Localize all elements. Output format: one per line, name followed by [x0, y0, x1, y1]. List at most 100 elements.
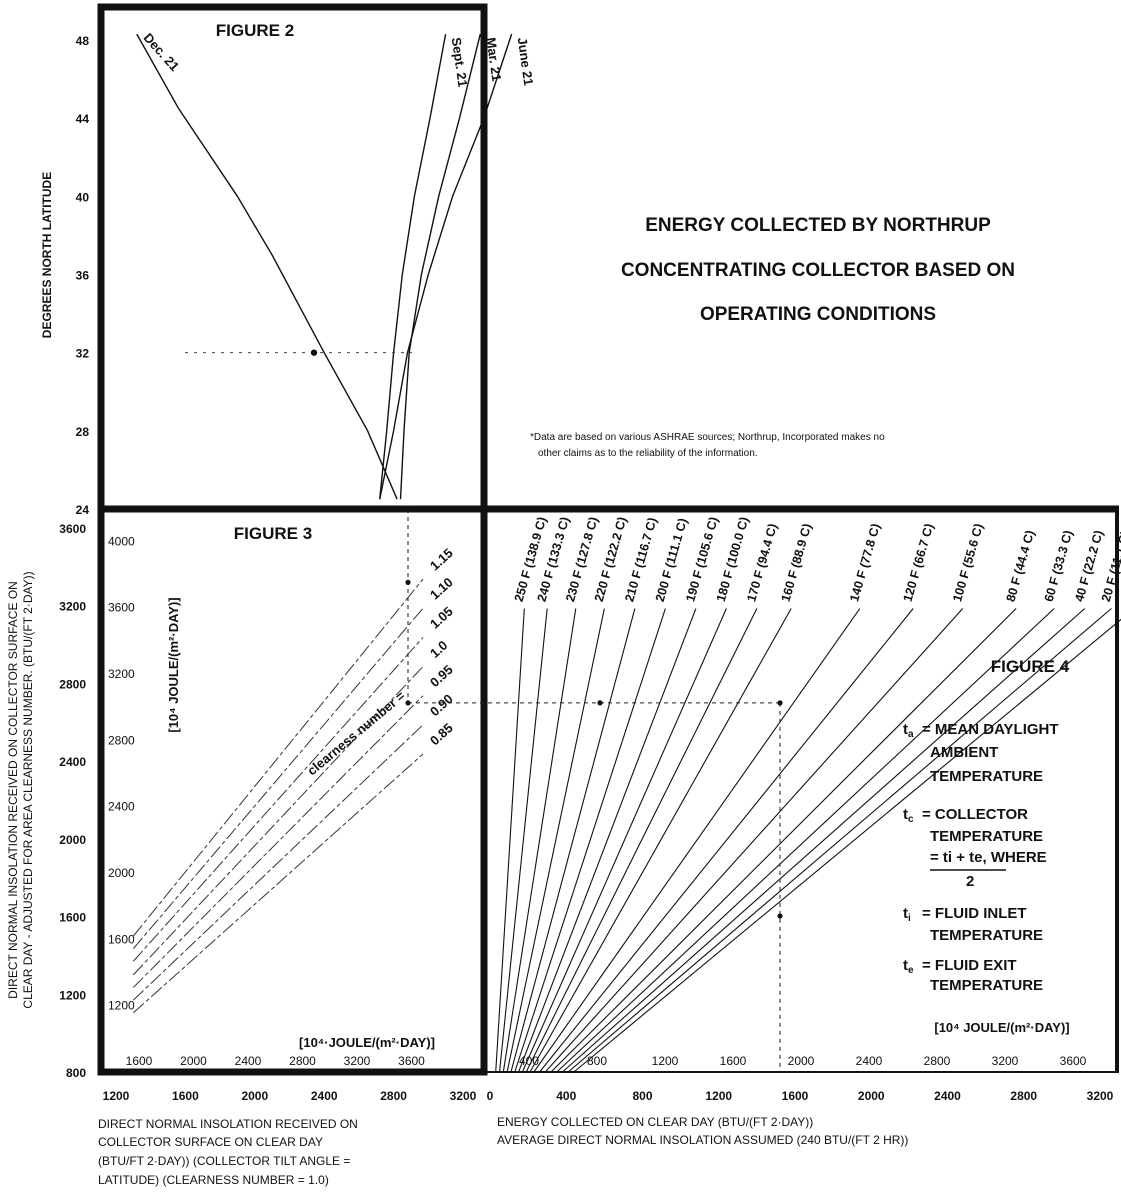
fig3-marker-dot: [405, 579, 411, 586]
fig3-x-joule-tick: 2400: [235, 1054, 262, 1068]
fig3-clearness-line: [133, 753, 424, 1014]
fig3-clearness-label: 0.95: [427, 662, 456, 690]
fig4-x-joule-tick: 2000: [788, 1054, 815, 1068]
fig3-clearness-label: 0.85: [427, 720, 456, 748]
footnote-line2: other claims as to the reliability of th…: [538, 448, 758, 459]
fig4-temperature-label: 160 F (88.9 C): [779, 522, 815, 603]
legend-tc-text-2: TEMPERATURE: [930, 828, 1043, 845]
figure3-x-joule-label: [10⁴·JOULE/(m²·DAY)]: [299, 1035, 435, 1050]
fig3-series-caption: clearness number =: [304, 688, 408, 778]
fig3-clearness-line: [133, 724, 424, 1001]
figure2-y-axis-label: DEGREES NORTH LATITUDE: [40, 172, 54, 338]
fig3-x-tick-label: 2000: [241, 1089, 268, 1103]
figure3-y-axis-label-line1: DIRECT NORMAL INSOLATION RECEIVED ON COL…: [6, 581, 20, 999]
fig3-y-tick-label: 3600: [59, 522, 86, 536]
fig3-y-joule-tick: 4000: [108, 534, 135, 548]
figure4-legend: ta = MEAN DAYLIGHT AMBIENT TEMPERATURE t…: [903, 721, 1059, 994]
fig4-temperature-line: [502, 608, 577, 1073]
fig4-temperature-line: [550, 608, 1017, 1073]
figure4-x-axis-label-line1: ENERGY COLLECTED ON CLEAR DAY (BTU/(FT 2…: [497, 1115, 813, 1129]
figure4-x-joule-label: [10⁴ JOULE/(m²·DAY)]: [934, 1020, 1069, 1035]
fig3-x-tick-label: 1200: [103, 1089, 130, 1103]
fig3-clearness-label: 1.05: [427, 604, 456, 632]
fig2-series-line: [399, 33, 481, 500]
fig4-temperature-label: 60 F (33.3 C): [1042, 529, 1076, 604]
fig4-temperature-label: 180 F (100.0 C): [714, 515, 752, 603]
fig3-y-joule-tick: 2800: [108, 733, 135, 747]
fig3-y-tick-label: 1600: [59, 911, 86, 925]
fig4-temperature-line: [498, 608, 548, 1073]
fig2-y-tick-label: 36: [76, 269, 90, 283]
figure2-frame: [97, 3, 488, 513]
fig4-x-joule-tick: 1200: [652, 1054, 679, 1068]
fig4-temperature-label: 210 F (116.7 C): [622, 516, 659, 603]
fig4-temperature-label: 80 F (44.4 C): [1004, 529, 1038, 604]
fig3-x-tick-label: 2800: [380, 1089, 407, 1103]
fig3-y-tick-label: 1200: [59, 988, 86, 1002]
fig3-y-tick-label: 2800: [59, 677, 86, 691]
fig4-temperature-line: [562, 608, 1086, 1073]
fig3-x-tick-label: 2400: [311, 1089, 338, 1103]
footnote-line1: *Data are based on various ASHRAE source…: [530, 432, 885, 443]
legend-ta-text-1: = MEAN DAYLIGHT: [922, 721, 1059, 738]
fig4-temperature-line: [573, 618, 1121, 1073]
fig3-x-joule-tick: 1600: [126, 1054, 153, 1068]
figure3-x-axis-label-line4: LATITUDE) (CLEARNESS NUMBER = 1.0): [98, 1173, 329, 1187]
fig4-x-tick-label: 400: [556, 1089, 576, 1103]
fig3-clearness-line: [132, 637, 424, 962]
fig4-temperature-line: [510, 608, 636, 1073]
fig2-y-tick-label: 24: [76, 503, 90, 517]
fig3-x-tick-label: 3200: [450, 1089, 477, 1103]
fig2-series-label: Sept. 21: [449, 36, 471, 87]
fig2-y-tick-label: 48: [76, 34, 90, 48]
fig3-clearness-line: [132, 607, 424, 949]
fig3-y-joule-tick: 1200: [108, 999, 135, 1013]
fig3-y-joule-tick: 3200: [108, 667, 135, 681]
fig4-temperature-line: [521, 608, 727, 1073]
fig4-marker-dot: [777, 700, 783, 706]
fig4-x-joule-tick: 800: [587, 1054, 607, 1068]
fig3-y-tick-label: 2400: [59, 755, 86, 769]
figure3-x-axis-label-line1: DIRECT NORMAL INSOLATION RECEIVED ON: [98, 1117, 358, 1131]
figure3-y-axis-label-line2: CLEAR DAY - ADJUSTED FOR AREA CLEARNESS …: [21, 571, 35, 1008]
fig3-clearness-line: [132, 695, 424, 988]
fig4-x-joule-tick: 3200: [992, 1054, 1019, 1068]
legend-tc-text-1: = COLLECTOR: [922, 806, 1028, 823]
fig4-temperature-line: [567, 608, 1112, 1073]
fig3-y-joule-tick: 1600: [108, 932, 135, 946]
main-title-line2: CONCENTRATING COLLECTOR BASED ON: [621, 260, 1015, 281]
fig3-x-joule-tick: 2800: [289, 1054, 316, 1068]
figure3-title: FIGURE 3: [234, 524, 312, 543]
fig2-series-line: [379, 33, 447, 500]
legend-ti-text-1: = FLUID INLET: [922, 905, 1027, 922]
fig4-temperature-line: [529, 608, 792, 1073]
fig4-temperature-line: [539, 608, 914, 1073]
fig3-clearness-label: 1.10: [427, 574, 456, 602]
fig3-clearness-line: [132, 666, 424, 976]
fig4-temperature-line: [525, 608, 758, 1073]
fig4-x-joule-tick: 2400: [856, 1054, 883, 1068]
fig3-clearness-line: [132, 578, 424, 937]
fig4-x-joule-tick: 1600: [720, 1054, 747, 1068]
fig4-temperature-line: [544, 608, 964, 1073]
figure4-x-axis-label-line2: AVERAGE DIRECT NORMAL INSOLATION ASSUMED…: [497, 1133, 908, 1147]
legend-ta-symbol: ta: [903, 721, 914, 740]
legend-ta-text-3: TEMPERATURE: [930, 768, 1043, 785]
legend-ti-text-2: TEMPERATURE: [930, 927, 1043, 944]
main-title-line1: ENERGY COLLECTED BY NORTHRUP: [645, 215, 991, 236]
fig4-marker-dot: [597, 700, 603, 706]
fig4-temperature-line: [514, 608, 666, 1073]
fig4-x-tick-label: 3200: [1087, 1089, 1114, 1103]
fig2-series-line: [379, 33, 513, 500]
fig2-y-tick-label: 28: [76, 425, 90, 439]
fig3-y-joule-tick: 3600: [108, 601, 135, 615]
fig2-marker-dot: [310, 349, 318, 356]
legend-te-text-2: TEMPERATURE: [930, 977, 1043, 994]
main-title-line3: OPERATING CONDITIONS: [700, 304, 936, 325]
fig2-y-tick-label: 32: [76, 347, 90, 361]
fig3-clearness-label: 1.0: [427, 638, 450, 661]
